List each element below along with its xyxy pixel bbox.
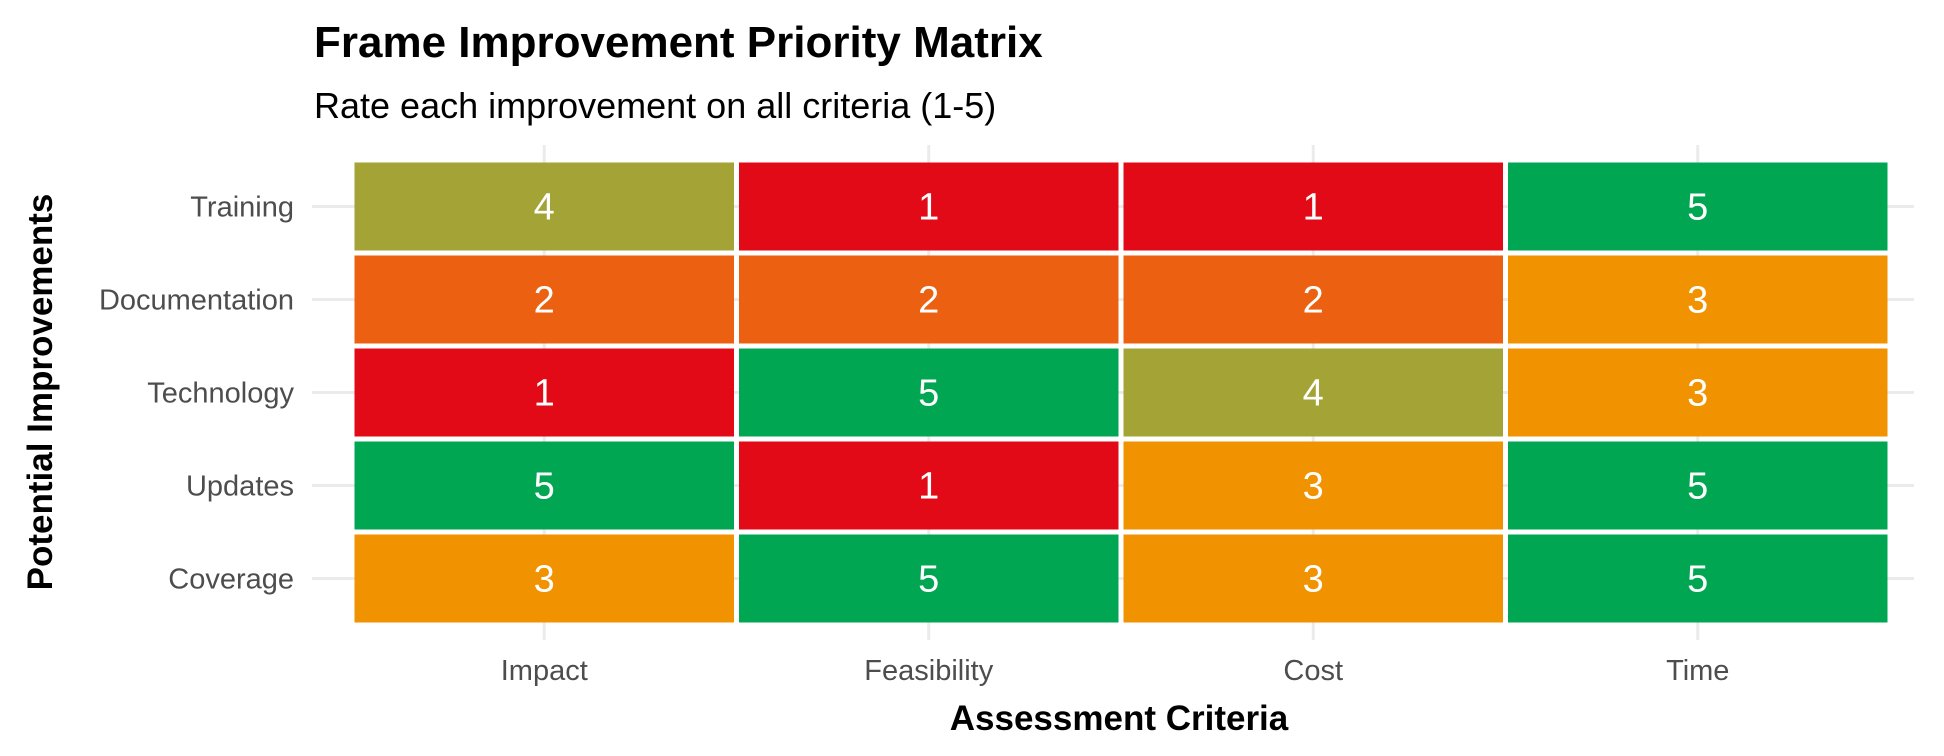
y-tick-label: Updates xyxy=(186,471,294,503)
x-tick-label: Cost xyxy=(1283,655,1343,687)
cell-value-label: 4 xyxy=(1303,373,1324,415)
cell-value-label: 5 xyxy=(534,466,555,508)
heatmap-cell xyxy=(354,441,734,530)
x-axis-tick-labels: Impact Feasibility Cost Time xyxy=(501,655,1730,687)
x-tick-label: Time xyxy=(1666,655,1729,687)
y-tick-label: Coverage xyxy=(168,564,294,596)
cell-value-label: 5 xyxy=(918,373,939,415)
cell-value-label: 5 xyxy=(1687,559,1708,601)
heatmap-cell xyxy=(1508,162,1888,251)
cell-value-label: 1 xyxy=(1303,187,1324,229)
cell-value-label: 1 xyxy=(918,187,939,229)
cell-value-label: 1 xyxy=(534,373,555,415)
cell-value-label: 3 xyxy=(1303,559,1324,601)
heatmap-cell xyxy=(354,255,734,344)
heatmap-cell xyxy=(739,348,1119,437)
heatmap-cell xyxy=(1508,348,1888,437)
y-axis-title: Potential Improvements xyxy=(21,194,60,591)
chart-subtitle: Rate each improvement on all criteria (1… xyxy=(314,85,996,126)
cell-value-label: 4 xyxy=(534,187,555,229)
cell-value-label: 1 xyxy=(918,466,939,508)
heatmap-cell xyxy=(1123,534,1503,623)
cell-value-label: 2 xyxy=(918,280,939,322)
heatmap-cell xyxy=(354,534,734,623)
heatmap-cell xyxy=(1123,348,1503,437)
cell-value-label: 3 xyxy=(1687,373,1708,415)
cell-value-label: 3 xyxy=(1687,280,1708,322)
y-tick-label: Training xyxy=(190,192,294,224)
heatmap-cell xyxy=(1508,255,1888,344)
heatmap-cell xyxy=(739,255,1119,344)
cell-value-label: 3 xyxy=(1303,466,1324,508)
cell-value-label: 3 xyxy=(534,559,555,601)
heatmap-cell xyxy=(354,348,734,437)
y-tick-label: Technology xyxy=(147,378,294,410)
cell-value-labels: 4 1 1 5 2 2 2 3 1 5 4 3 5 1 3 5 3 5 3 5 xyxy=(534,187,1709,601)
heatmap-cell xyxy=(739,534,1119,623)
chart-title: Frame Improvement Priority Matrix xyxy=(314,18,1043,67)
x-tick-label: Feasibility xyxy=(864,655,993,687)
heatmap-cell xyxy=(1123,162,1503,251)
y-axis-tick-labels: Training Documentation Technology Updates Co… xyxy=(99,192,295,596)
cell-value-label: 5 xyxy=(1687,187,1708,229)
heatmap-cells xyxy=(354,162,1888,623)
cell-value-label: 5 xyxy=(918,559,939,601)
x-axis-title: Assessment Criteria xyxy=(950,699,1289,738)
cell-value-label: 2 xyxy=(534,280,555,322)
heatmap-cell xyxy=(354,162,734,251)
heatmap-cell xyxy=(739,441,1119,530)
heatmap-cell xyxy=(1508,441,1888,530)
heatmap-cell xyxy=(1508,534,1888,623)
x-tick-label: Impact xyxy=(501,655,588,687)
heatmap-cell xyxy=(739,162,1119,251)
heatmap-cell xyxy=(1123,255,1503,344)
cell-value-label: 5 xyxy=(1687,466,1708,508)
heatmap-cell xyxy=(1123,441,1503,530)
y-tick-label: Documentation xyxy=(99,285,294,317)
cell-value-label: 2 xyxy=(1303,280,1324,322)
